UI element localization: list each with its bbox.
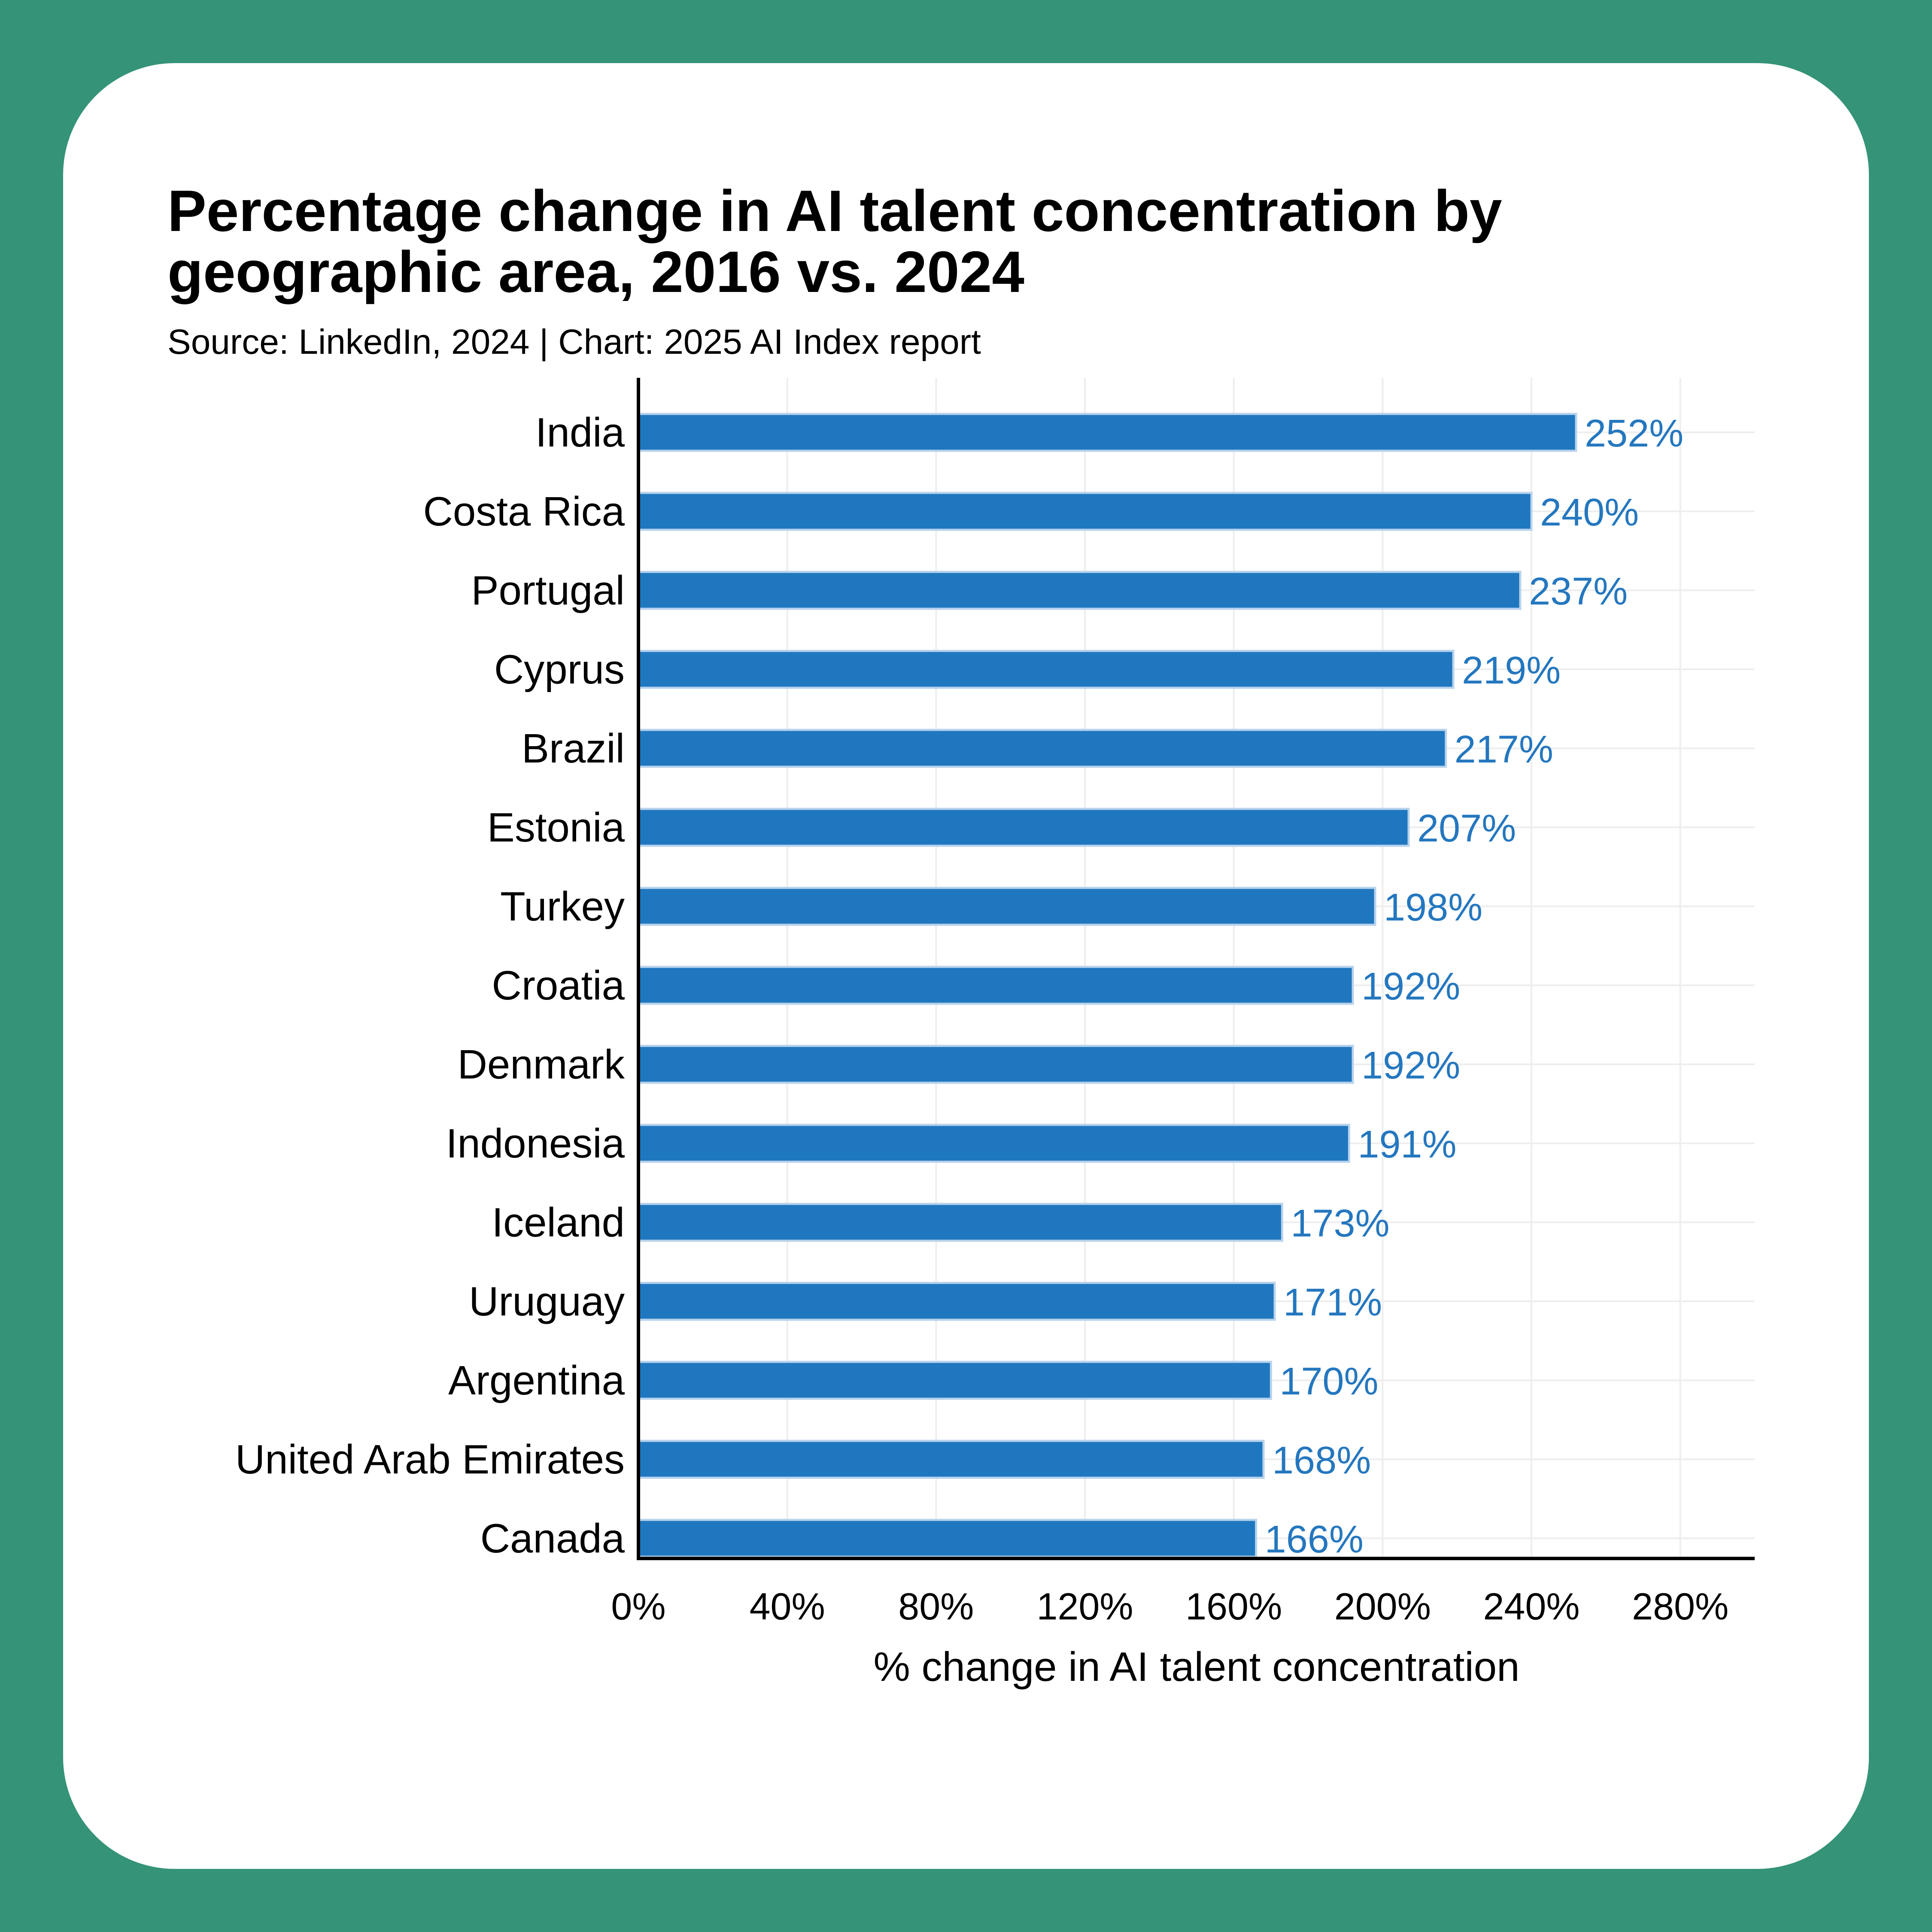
x-tick-label: 240% — [1483, 1585, 1580, 1628]
category-label: Iceland — [492, 1200, 625, 1245]
bar — [637, 413, 1577, 452]
category-label: Costa Rica — [423, 489, 625, 535]
x-tick-label: 200% — [1334, 1585, 1431, 1628]
category-label: India — [535, 410, 625, 456]
category-label: Canada — [480, 1516, 625, 1561]
category-label: United Arab Emirates — [235, 1437, 625, 1482]
value-label: 166% — [1265, 1518, 1364, 1561]
bar — [637, 1519, 1258, 1558]
category-label: Uruguay — [469, 1279, 625, 1324]
value-label: 219% — [1462, 649, 1561, 692]
bar — [637, 650, 1455, 689]
category-label: Cyprus — [494, 647, 625, 693]
bar — [637, 808, 1410, 847]
x-axis-title: % change in AI talent concentration — [873, 1644, 1519, 1690]
category-label: Argentina — [448, 1358, 625, 1403]
value-label: 237% — [1529, 570, 1628, 613]
category-label: Portugal — [471, 568, 625, 614]
x-tick-label: 0% — [611, 1585, 665, 1628]
category-label: Indonesia — [446, 1121, 625, 1166]
value-label: 171% — [1283, 1281, 1382, 1324]
bar — [637, 1045, 1354, 1084]
x-tick-label: 120% — [1036, 1585, 1133, 1628]
bar — [637, 492, 1533, 531]
x-tick-label: 160% — [1185, 1585, 1282, 1628]
value-label: 173% — [1291, 1202, 1389, 1245]
bar — [637, 887, 1376, 926]
bar — [637, 1203, 1283, 1242]
category-label: Estonia — [487, 805, 625, 851]
x-tick-label: 80% — [898, 1585, 974, 1628]
x-tick-label: 280% — [1632, 1585, 1728, 1628]
value-label: 198% — [1384, 886, 1482, 929]
value-label: 252% — [1585, 412, 1683, 455]
bar — [637, 966, 1354, 1005]
bar — [637, 1361, 1272, 1400]
value-label: 192% — [1361, 965, 1460, 1008]
value-label: 168% — [1272, 1439, 1371, 1482]
category-label: Turkey — [500, 884, 625, 930]
category-label: Denmark — [458, 1042, 625, 1088]
category-label: Brazil — [522, 726, 625, 772]
bar — [637, 1282, 1276, 1321]
x-tick-label: 40% — [750, 1585, 825, 1628]
bar — [637, 1124, 1350, 1163]
chart-title: Percentage change in AI talent concentra… — [167, 178, 1502, 304]
value-label: 240% — [1540, 491, 1639, 534]
chart-subtitle: Source: LinkedIn, 2024 | Chart: 2025 AI … — [167, 322, 981, 361]
bar — [637, 571, 1522, 610]
bar — [637, 1440, 1265, 1479]
bar — [637, 729, 1447, 768]
value-label: 170% — [1279, 1360, 1378, 1403]
value-label: 192% — [1361, 1044, 1460, 1087]
value-label: 191% — [1358, 1123, 1456, 1166]
value-label: 207% — [1417, 807, 1516, 850]
value-label: 217% — [1455, 728, 1553, 771]
category-label: Croatia — [492, 963, 625, 1009]
